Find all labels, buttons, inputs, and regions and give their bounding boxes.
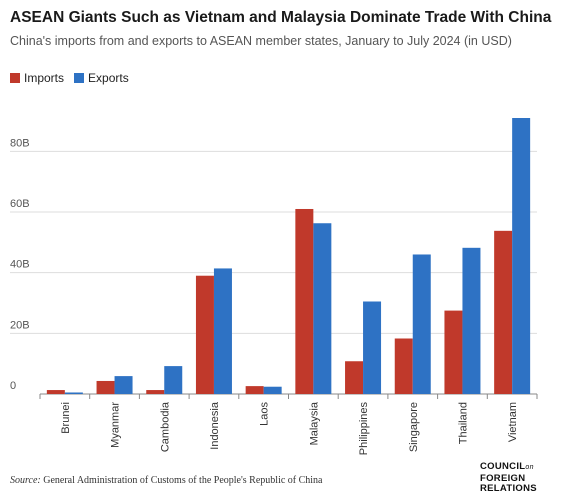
bar-exports-myanmar: [114, 376, 133, 394]
x-tick-label: Brunei: [60, 402, 72, 434]
logo-line2: FOREIGN: [480, 472, 526, 484]
bar-imports-singapore: [394, 338, 413, 394]
x-tick-label: Laos: [259, 402, 271, 426]
source-label: Source:: [10, 475, 41, 486]
legend-item-imports: Imports: [10, 71, 64, 85]
x-tick-label: Vietnam: [507, 402, 519, 442]
cfr-logo: COUNCILon FOREIGN RELATIONS: [480, 461, 537, 495]
bar-exports-malaysia: [313, 223, 332, 394]
logo-line1: COUNCIL: [480, 461, 526, 472]
bar-exports-singapore: [412, 254, 431, 394]
x-tick-label: Philippines: [358, 402, 370, 456]
bar-exports-laos: [263, 386, 282, 394]
bar-exports-brunei: [64, 392, 83, 394]
bar-exports-vietnam: [512, 118, 531, 394]
bar-imports-vietnam: [494, 230, 513, 394]
bar-exports-cambodia: [164, 366, 183, 394]
x-tick-label: Indonesia: [209, 401, 221, 450]
bar-imports-cambodia: [146, 390, 165, 394]
y-tick-label: 80B: [10, 137, 30, 149]
bar-imports-indonesia: [195, 275, 214, 394]
bar-exports-thailand: [462, 247, 481, 394]
y-tick-label: 40B: [10, 259, 30, 271]
legend: Imports Exports: [10, 71, 139, 85]
bar-exports-philippines: [363, 301, 382, 394]
bar-imports-philippines: [345, 361, 364, 394]
bar-exports-indonesia: [213, 268, 232, 394]
chart-title: ASEAN Giants Such as Vietnam and Malaysi…: [10, 9, 552, 26]
bar-imports-laos: [245, 386, 264, 394]
source-note: Source: General Administration of Custom…: [10, 475, 323, 486]
bar-imports-myanmar: [96, 380, 115, 394]
x-tick-label: Cambodia: [159, 401, 171, 452]
legend-swatch-imports: [10, 73, 20, 83]
chart-subtitle: China's imports from and exports to ASEA…: [10, 34, 512, 48]
legend-item-exports: Exports: [74, 71, 129, 85]
y-tick-label: 60B: [10, 198, 30, 210]
legend-label-exports: Exports: [88, 71, 129, 85]
y-tick-label: 20B: [10, 319, 30, 331]
bar-imports-thailand: [444, 310, 463, 394]
source-text: General Administration of Customs of the…: [43, 475, 323, 486]
logo-line3: RELATIONS: [480, 483, 537, 494]
bar-imports-malaysia: [295, 208, 314, 394]
legend-label-imports: Imports: [24, 71, 65, 85]
x-tick-label: Malaysia: [308, 401, 320, 445]
y-tick-label: 0: [10, 380, 16, 392]
x-tick-label: Myanmar: [110, 402, 122, 448]
logo-on: on: [525, 464, 534, 471]
legend-swatch-exports: [74, 73, 85, 83]
bar-imports-brunei: [46, 390, 65, 394]
x-tick-label: Thailand: [457, 402, 469, 444]
x-tick-label: Singapore: [408, 402, 420, 452]
